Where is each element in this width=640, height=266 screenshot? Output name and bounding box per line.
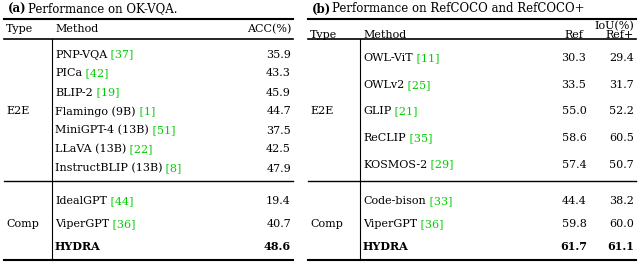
Text: LLaVA (13B): LLaVA (13B) xyxy=(55,144,126,155)
Text: E2E: E2E xyxy=(310,106,333,117)
Text: 52.2: 52.2 xyxy=(609,106,634,117)
Text: PICa: PICa xyxy=(55,69,82,78)
Text: 40.7: 40.7 xyxy=(266,219,291,229)
Text: MiniGPT-4 (13B): MiniGPT-4 (13B) xyxy=(55,125,148,136)
Text: 45.9: 45.9 xyxy=(266,88,291,98)
Text: IoU(%): IoU(%) xyxy=(594,21,634,31)
Text: 30.3: 30.3 xyxy=(561,53,586,63)
Text: ACC(%): ACC(%) xyxy=(246,24,291,34)
Text: 60.0: 60.0 xyxy=(609,219,634,229)
Text: 31.7: 31.7 xyxy=(609,80,634,90)
Text: KOSMOS-2: KOSMOS-2 xyxy=(363,160,428,170)
Text: 58.6: 58.6 xyxy=(561,133,586,143)
Text: [36]: [36] xyxy=(109,219,136,229)
Text: [44]: [44] xyxy=(107,196,133,206)
Text: Ref+: Ref+ xyxy=(605,30,634,40)
Text: 61.1: 61.1 xyxy=(607,241,634,252)
Text: ViperGPT: ViperGPT xyxy=(55,219,109,229)
Text: [29]: [29] xyxy=(428,160,454,170)
Text: 33.5: 33.5 xyxy=(561,80,586,90)
Text: Method: Method xyxy=(363,30,406,40)
Text: Comp: Comp xyxy=(310,219,343,229)
Text: [19]: [19] xyxy=(93,88,119,98)
Text: OWL-ViT: OWL-ViT xyxy=(363,53,413,63)
Text: [21]: [21] xyxy=(391,106,418,117)
Text: 47.9: 47.9 xyxy=(266,164,291,173)
Text: 35.9: 35.9 xyxy=(266,49,291,60)
Text: PNP-VQA: PNP-VQA xyxy=(55,49,108,60)
Text: 37.5: 37.5 xyxy=(266,126,291,135)
Text: Ref: Ref xyxy=(564,30,584,40)
Text: E2E: E2E xyxy=(6,106,29,117)
Text: BLIP-2: BLIP-2 xyxy=(55,88,93,98)
Text: [25]: [25] xyxy=(404,80,431,90)
Text: 48.6: 48.6 xyxy=(264,241,291,252)
Text: [1]: [1] xyxy=(136,106,155,117)
Text: HYDRA: HYDRA xyxy=(55,241,100,252)
Text: Comp: Comp xyxy=(6,219,39,229)
Text: Performance on OK-VQA.: Performance on OK-VQA. xyxy=(28,2,177,15)
Text: GLIP: GLIP xyxy=(363,106,391,117)
Text: (a): (a) xyxy=(8,2,27,15)
Text: 55.0: 55.0 xyxy=(561,106,586,117)
Text: 57.4: 57.4 xyxy=(562,160,586,170)
Text: Code-bison: Code-bison xyxy=(363,196,426,206)
Text: ReCLIP: ReCLIP xyxy=(363,133,406,143)
Text: [33]: [33] xyxy=(426,196,452,206)
Text: 44.4: 44.4 xyxy=(561,196,586,206)
Text: 38.2: 38.2 xyxy=(609,196,634,206)
Text: [36]: [36] xyxy=(417,219,444,229)
Text: Flamingo (9B): Flamingo (9B) xyxy=(55,106,136,117)
Text: 60.5: 60.5 xyxy=(609,133,634,143)
Text: 19.4: 19.4 xyxy=(266,196,291,206)
Text: 43.3: 43.3 xyxy=(266,69,291,78)
Text: Performance on RefCOCO and RefCOCO+: Performance on RefCOCO and RefCOCO+ xyxy=(332,2,584,15)
Text: ViperGPT: ViperGPT xyxy=(363,219,417,229)
Text: InstructBLIP (13B): InstructBLIP (13B) xyxy=(55,163,163,174)
Text: (b): (b) xyxy=(312,2,332,15)
Text: Method: Method xyxy=(55,24,99,34)
Text: 42.5: 42.5 xyxy=(266,144,291,155)
Text: Type: Type xyxy=(6,24,33,34)
Text: [35]: [35] xyxy=(406,133,432,143)
Text: Type: Type xyxy=(310,30,337,40)
Text: 44.7: 44.7 xyxy=(266,106,291,117)
Text: 50.7: 50.7 xyxy=(609,160,634,170)
Text: [22]: [22] xyxy=(126,144,153,155)
Text: [42]: [42] xyxy=(82,69,109,78)
Text: HYDRA: HYDRA xyxy=(363,241,409,252)
Text: [11]: [11] xyxy=(413,53,439,63)
Text: IdealGPT: IdealGPT xyxy=(55,196,107,206)
Text: [37]: [37] xyxy=(108,49,134,60)
Text: 61.7: 61.7 xyxy=(561,241,588,252)
Text: [51]: [51] xyxy=(148,126,175,135)
Text: [8]: [8] xyxy=(163,164,182,173)
Text: 59.8: 59.8 xyxy=(561,219,586,229)
Text: 29.4: 29.4 xyxy=(609,53,634,63)
Text: OWLv2: OWLv2 xyxy=(363,80,404,90)
